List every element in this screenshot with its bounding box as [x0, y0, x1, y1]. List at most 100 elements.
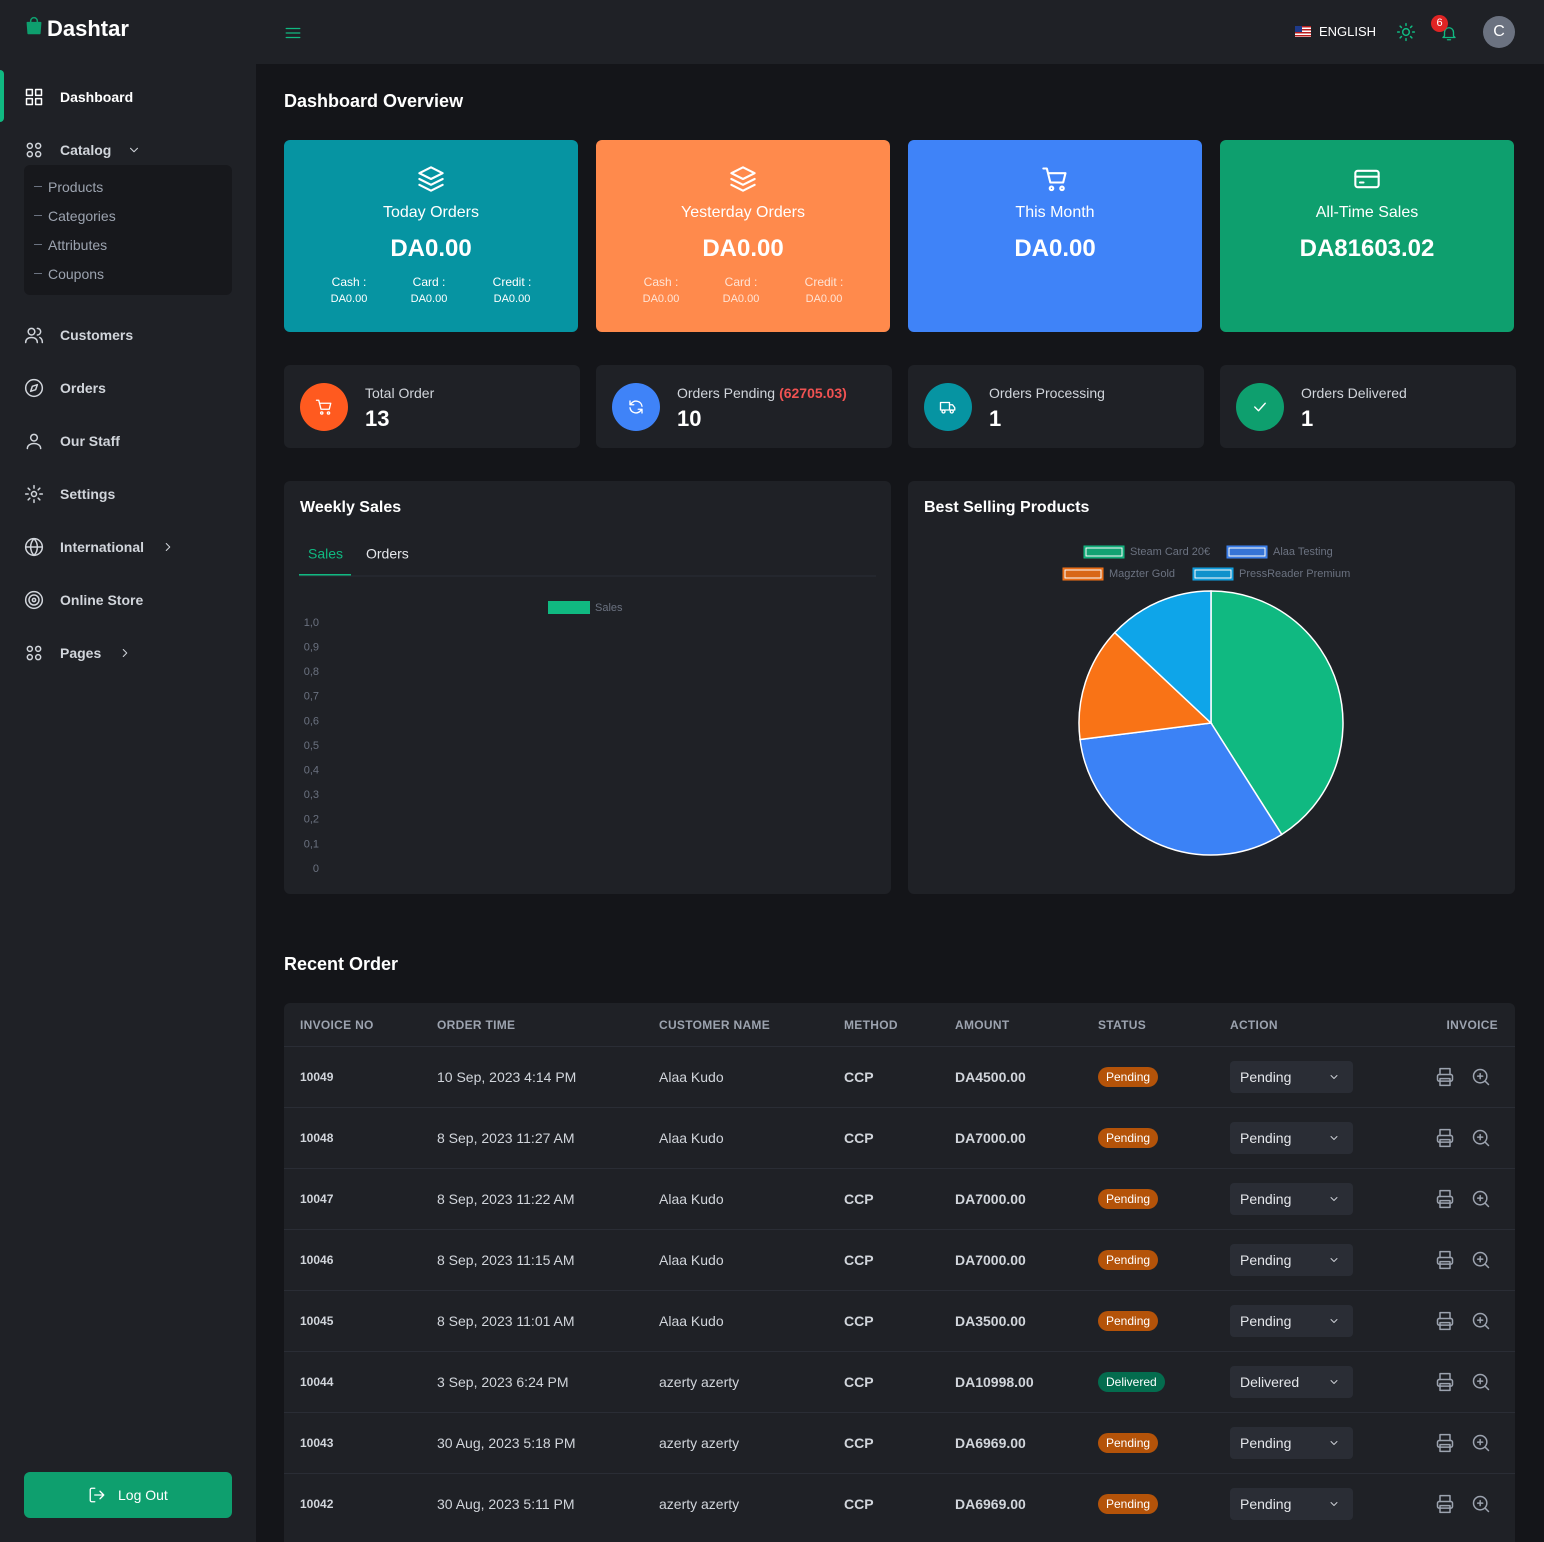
cell: 10045 [300, 1314, 334, 1328]
header [256, 0, 1544, 64]
view-button[interactable] [1471, 1433, 1491, 1453]
nav-item[interactable]: Orders [60, 380, 106, 396]
menu-toggle[interactable] [284, 24, 302, 42]
logout-button[interactable]: Log Out [24, 1472, 232, 1518]
section-title: Recent Order [284, 954, 399, 974]
nav-item[interactable]: Pages [60, 645, 102, 661]
print-button[interactable] [1435, 1189, 1455, 1209]
select-value: Pending [1240, 1496, 1292, 1512]
cell: DA6969.00 [955, 1435, 1026, 1451]
status-select[interactable]: Pending [1230, 1244, 1353, 1276]
row-divider [284, 1290, 1515, 1291]
view-button[interactable] [1471, 1067, 1491, 1087]
status-select[interactable]: Pending [1230, 1305, 1353, 1337]
nav-item[interactable]: Catalog [60, 142, 112, 158]
view-button[interactable] [1471, 1128, 1491, 1148]
icon [1254, 402, 1266, 412]
legend-swatch [1226, 545, 1268, 559]
row-divider [284, 1412, 1515, 1413]
cell: azerty azerty [659, 1374, 740, 1390]
submenu-item[interactable]: Coupons [48, 266, 105, 282]
row-divider [284, 1107, 1515, 1108]
breakdown-label: Cash : [331, 275, 367, 289]
chevron [122, 648, 128, 658]
legend-swatch [548, 601, 590, 614]
cell: Alaa Kudo [659, 1069, 724, 1085]
status-card: Orders Delivered 1 [1220, 365, 1516, 448]
card-title: This Month [1015, 204, 1095, 221]
breakdown-amount: DA0.00 [722, 293, 760, 305]
submenu-item[interactable]: Attributes [48, 237, 108, 253]
nav-item[interactable]: International [60, 539, 145, 555]
best-selling-panel: Best Selling Products Steam Card 20€ Alaa … [908, 481, 1515, 894]
cell: 10046 [300, 1253, 334, 1267]
print-button[interactable] [1435, 1494, 1455, 1514]
select-chevron [1330, 1136, 1338, 1140]
row-divider [284, 1168, 1515, 1169]
legend-label: Sales [595, 602, 623, 614]
select-value: Pending [1240, 1069, 1292, 1085]
card-icon [1354, 169, 1380, 189]
summary-card: Yesterday Orders DA0.00 Cash : DA0.00 Card :… [596, 140, 890, 332]
nav-item[interactable]: Dashboard [60, 89, 134, 105]
cell: 8 Sep, 2023 11:15 AM [437, 1252, 575, 1268]
print-button[interactable] [1435, 1067, 1455, 1087]
submenu [24, 165, 232, 295]
view-button[interactable] [1471, 1189, 1491, 1209]
status-badge: Pending [1098, 1189, 1159, 1209]
column-header: STATUS [1098, 1018, 1147, 1032]
card-amount: DA0.00 [1014, 235, 1096, 262]
cell: 30 Aug, 2023 5:18 PM [437, 1435, 576, 1451]
cell: CCP [844, 1435, 874, 1451]
cell: DA10998.00 [955, 1374, 1034, 1390]
cell: DA6969.00 [955, 1496, 1026, 1512]
nav-item[interactable]: Customers [60, 327, 134, 343]
status-select[interactable]: Pending [1230, 1427, 1353, 1459]
print-button[interactable] [1435, 1372, 1455, 1392]
view-button[interactable] [1471, 1494, 1491, 1514]
select-chevron [1330, 1258, 1338, 1262]
print-button[interactable] [1435, 1128, 1455, 1148]
status-select[interactable]: Pending [1230, 1183, 1353, 1215]
view-button[interactable] [1471, 1311, 1491, 1331]
status-badge: Pending [1098, 1311, 1159, 1331]
row-divider [284, 1229, 1515, 1230]
language[interactable]: ENGLISH [1319, 24, 1377, 39]
summary-card: Today Orders DA0.00 Cash : DA0.00 Card : DA0.… [284, 140, 578, 332]
avatar[interactable]: C [1483, 16, 1515, 48]
cell: 30 Aug, 2023 5:11 PM [437, 1496, 575, 1512]
status-select[interactable]: Pending [1230, 1061, 1353, 1093]
status-badge: Delivered [1098, 1372, 1165, 1392]
cell: CCP [844, 1069, 874, 1085]
status-select[interactable]: Pending [1230, 1488, 1353, 1520]
print-button[interactable] [1435, 1311, 1455, 1331]
y-tick-label: 0,1 [304, 838, 319, 850]
nav-icon [26, 433, 42, 450]
card-icon [730, 166, 756, 192]
summary-card: All-Time Sales DA81603.02 [1220, 140, 1514, 332]
cell: 10047 [300, 1192, 334, 1206]
submenu-item[interactable]: Categories [48, 208, 116, 224]
nav-item[interactable]: Online Store [60, 592, 144, 608]
nav-item[interactable]: Our Staff [60, 433, 120, 449]
legend-swatch [1083, 545, 1125, 559]
card-icon [1042, 167, 1067, 192]
nav-item[interactable]: Settings [60, 486, 116, 502]
print-button[interactable] [1435, 1433, 1455, 1453]
print-button[interactable] [1435, 1250, 1455, 1270]
status-value: 1 [1301, 406, 1314, 431]
pie-slice [1113, 590, 1212, 725]
chart-tab[interactable]: Sales [308, 546, 343, 562]
status-note: (62705.03) [779, 385, 847, 401]
status-select[interactable]: Delivered [1230, 1366, 1353, 1398]
flag [1295, 26, 1311, 37]
status-select[interactable]: Pending [1230, 1122, 1353, 1154]
chart-tab[interactable]: Orders [366, 546, 409, 562]
view-button[interactable] [1471, 1250, 1491, 1270]
cell: 10 Sep, 2023 4:14 PM [437, 1069, 577, 1085]
breakdown-amount: DA0.00 [330, 293, 368, 305]
submenu-item[interactable]: Products [48, 179, 104, 195]
notifications [1442, 27, 1456, 41]
nav-icon [25, 88, 43, 106]
view-button[interactable] [1471, 1372, 1491, 1392]
